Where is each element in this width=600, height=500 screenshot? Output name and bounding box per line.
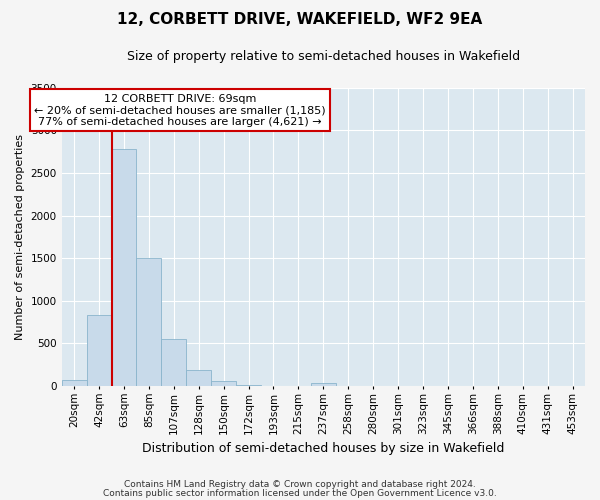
Y-axis label: Number of semi-detached properties: Number of semi-detached properties <box>15 134 25 340</box>
Text: 12, CORBETT DRIVE, WAKEFIELD, WF2 9EA: 12, CORBETT DRIVE, WAKEFIELD, WF2 9EA <box>118 12 482 28</box>
Bar <box>161 339 186 386</box>
Text: Contains public sector information licensed under the Open Government Licence v3: Contains public sector information licen… <box>103 488 497 498</box>
Bar <box>211 381 236 386</box>
X-axis label: Distribution of semi-detached houses by size in Wakefield: Distribution of semi-detached houses by … <box>142 442 505 455</box>
Bar <box>112 149 136 386</box>
Bar <box>62 380 86 386</box>
Bar <box>186 370 211 386</box>
Text: Contains HM Land Registry data © Crown copyright and database right 2024.: Contains HM Land Registry data © Crown c… <box>124 480 476 489</box>
Bar <box>136 258 161 386</box>
Bar <box>311 382 336 386</box>
Title: Size of property relative to semi-detached houses in Wakefield: Size of property relative to semi-detach… <box>127 50 520 63</box>
Text: 12 CORBETT DRIVE: 69sqm
← 20% of semi-detached houses are smaller (1,185)
77% of: 12 CORBETT DRIVE: 69sqm ← 20% of semi-de… <box>34 94 326 127</box>
Bar <box>86 316 112 386</box>
Bar <box>236 385 261 386</box>
